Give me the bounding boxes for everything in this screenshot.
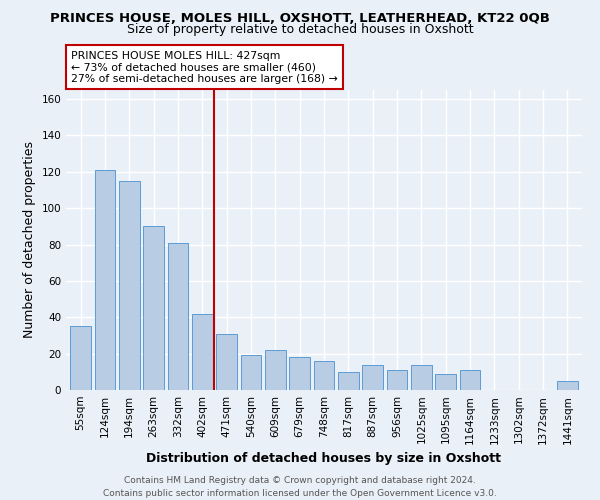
Bar <box>338 372 359 390</box>
Bar <box>557 381 578 390</box>
Bar <box>436 374 456 390</box>
Bar <box>241 356 262 390</box>
Bar <box>143 226 164 390</box>
Bar <box>70 326 91 390</box>
Text: PRINCES HOUSE, MOLES HILL, OXSHOTT, LEATHERHEAD, KT22 0QB: PRINCES HOUSE, MOLES HILL, OXSHOTT, LEAT… <box>50 12 550 26</box>
Bar <box>265 350 286 390</box>
Bar <box>460 370 481 390</box>
Bar <box>216 334 237 390</box>
Bar <box>362 364 383 390</box>
Bar <box>411 364 432 390</box>
Bar <box>192 314 212 390</box>
Bar <box>289 358 310 390</box>
Text: Size of property relative to detached houses in Oxshott: Size of property relative to detached ho… <box>127 24 473 36</box>
Bar <box>167 242 188 390</box>
X-axis label: Distribution of detached houses by size in Oxshott: Distribution of detached houses by size … <box>146 452 502 465</box>
Text: Contains HM Land Registry data © Crown copyright and database right 2024.
Contai: Contains HM Land Registry data © Crown c… <box>103 476 497 498</box>
Text: PRINCES HOUSE MOLES HILL: 427sqm
← 73% of detached houses are smaller (460)
27% : PRINCES HOUSE MOLES HILL: 427sqm ← 73% o… <box>71 51 338 84</box>
Bar <box>314 361 334 390</box>
Y-axis label: Number of detached properties: Number of detached properties <box>23 142 36 338</box>
Bar <box>386 370 407 390</box>
Bar <box>119 181 140 390</box>
Bar <box>95 170 115 390</box>
